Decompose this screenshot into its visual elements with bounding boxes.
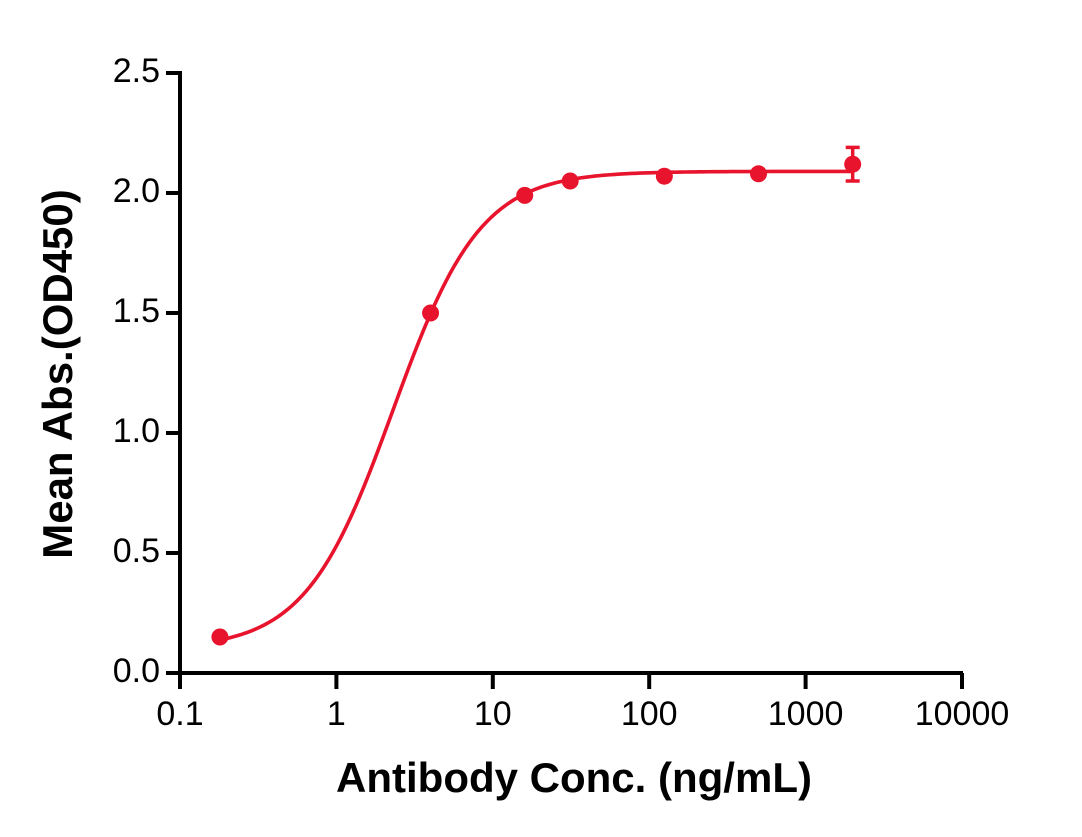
x-axis-title: Antibody Conc. (ng/mL)	[336, 754, 812, 801]
x-tick-label: 10000	[914, 695, 1010, 733]
y-tick-label: 2.5	[112, 52, 160, 90]
data-point	[422, 304, 440, 322]
x-tick-label: 1000	[767, 695, 844, 733]
x-tick-label: 10	[473, 695, 512, 733]
data-point	[561, 172, 579, 190]
y-tick-label: 2.0	[112, 172, 160, 210]
y-tick-label: 0.5	[112, 532, 160, 570]
y-axis-title: Mean Abs.(OD450)	[34, 189, 81, 559]
y-tick-label: 0.0	[112, 652, 160, 690]
x-tick-label: 100	[620, 695, 678, 733]
x-tick-label: 0.1	[156, 695, 204, 733]
data-point	[516, 186, 534, 204]
y-tick-label: 1.5	[112, 292, 160, 330]
data-point	[655, 167, 673, 185]
y-tick-label: 1.0	[112, 412, 160, 450]
data-point	[750, 165, 768, 183]
x-tick-label: 1	[326, 695, 346, 733]
data-point	[211, 628, 229, 646]
data-point	[844, 155, 862, 173]
fit-curve	[218, 169, 855, 642]
